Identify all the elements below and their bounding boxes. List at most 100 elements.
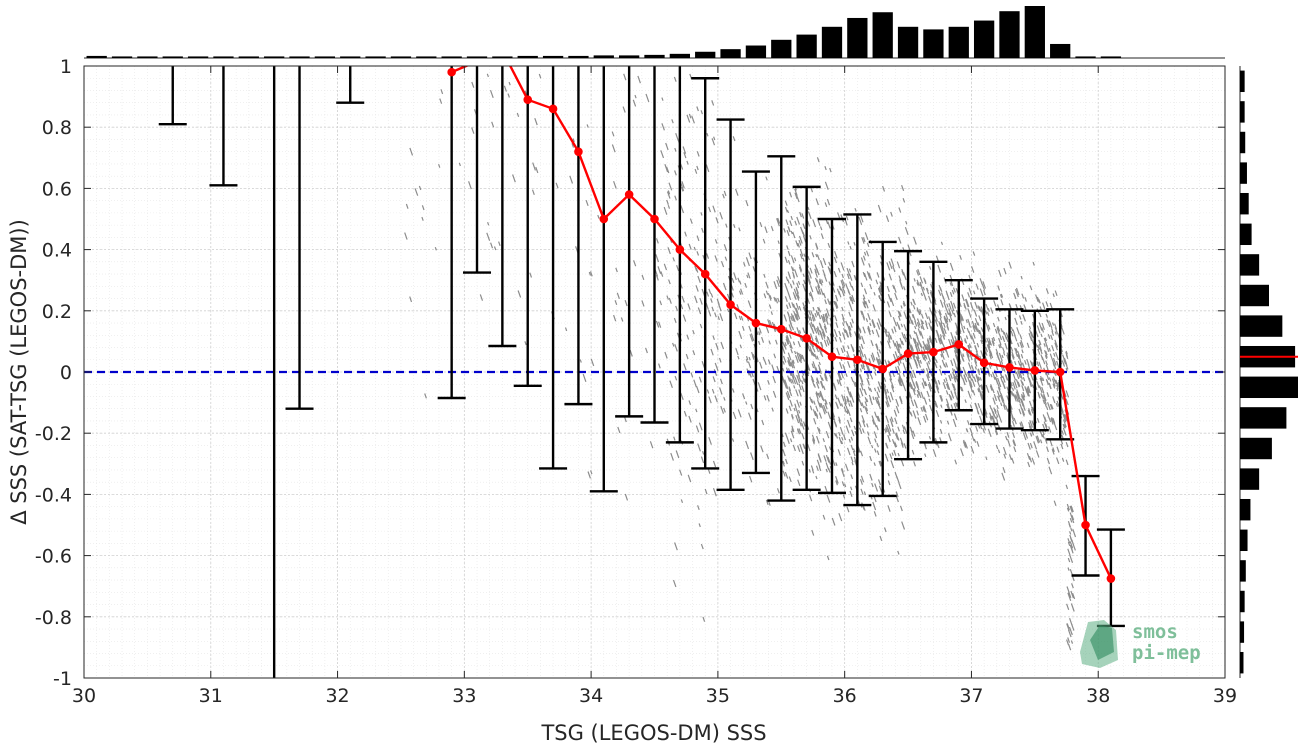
x-tick-label: 32	[325, 685, 349, 707]
top-hist-bar	[314, 56, 336, 58]
binned-median-series	[447, 66, 1116, 583]
main-plot: 30 31 32 33 34 35 36 37 38 39 -1 -0.8 -0.6 -0.4 -0.2 0…	[35, 56, 1237, 707]
error-bar	[615, 66, 644, 418]
x-tick-label: 38	[1086, 685, 1110, 707]
median-point	[979, 358, 989, 368]
top-hist-bar	[416, 56, 437, 58]
median-point	[1030, 366, 1040, 375]
top-hist-bar	[1100, 56, 1122, 58]
median-point	[700, 269, 710, 279]
top-hist-bar	[162, 56, 183, 58]
x-tick-label: 37	[959, 685, 983, 707]
top-hist-bar	[365, 56, 386, 58]
right-hist-bar	[1240, 70, 1245, 93]
median-point	[599, 214, 609, 224]
median-point	[726, 300, 735, 309]
median-point	[751, 318, 761, 328]
top-hist-bar	[86, 55, 107, 58]
right-histogram	[1239, 66, 1298, 678]
x-tick-label: 35	[706, 685, 730, 707]
top-hist-bar	[1050, 43, 1071, 58]
top-hist-bar	[542, 55, 564, 58]
right-hist-bar	[1240, 498, 1251, 521]
top-hist-bar	[340, 56, 361, 58]
y-tick-label: -0.2	[35, 423, 72, 445]
error-bar	[488, 66, 517, 348]
top-hist-bar	[644, 54, 665, 58]
median-point	[447, 67, 456, 77]
top-hist-bar	[492, 56, 513, 58]
median-point	[853, 355, 862, 365]
right-hist-bar	[1240, 192, 1249, 215]
top-hist-bar	[1075, 56, 1096, 58]
y-axis-label: Δ SSS (SAT-TSG (LEGOS-DM))	[7, 219, 31, 525]
y-tick-label: -0.8	[35, 607, 72, 629]
logo-line1: smos	[1132, 621, 1178, 643]
error-bar	[285, 66, 314, 410]
right-hist-bar	[1240, 468, 1260, 490]
x-tick-label: 31	[199, 685, 223, 707]
right-hist-bar	[1240, 621, 1245, 643]
error-bar	[589, 66, 618, 493]
x-tick-label: 30	[72, 685, 96, 707]
right-hist-bar	[1240, 407, 1287, 429]
y-tick-label: -0.4	[35, 484, 72, 506]
right-hist-bar	[1240, 376, 1298, 399]
x-axis-label: TSG (LEGOS-DM) SSS	[540, 721, 766, 745]
top-hist-bar	[897, 26, 919, 58]
top-hist-bar	[796, 34, 817, 58]
right-hist-bar	[1240, 284, 1269, 307]
median-point	[523, 95, 533, 104]
right-hist-bar	[1240, 162, 1247, 184]
right-hist-bar	[1240, 254, 1260, 276]
top-hist-bar	[948, 26, 969, 58]
median-point	[675, 245, 685, 254]
y-tick-label: 0	[60, 362, 72, 384]
logo-line2: pi-mep	[1132, 642, 1201, 664]
median-point	[776, 324, 786, 334]
top-hist-bar	[669, 53, 690, 58]
y-tick-label: 0.4	[42, 240, 72, 262]
y-tick-label: -1	[53, 668, 72, 690]
y-tick-label: -0.6	[35, 546, 72, 568]
top-hist-bar	[872, 12, 893, 59]
median-point	[1106, 574, 1116, 583]
top-hist-bar	[137, 56, 158, 58]
median-point	[827, 352, 837, 362]
top-hist-bar	[517, 55, 538, 58]
median-point	[878, 364, 888, 374]
error-bar	[640, 66, 669, 424]
median-point	[929, 347, 938, 357]
top-hist-bar	[111, 56, 133, 58]
right-hist-bar	[1240, 437, 1272, 460]
median-point	[1005, 363, 1014, 372]
error-bar	[209, 66, 238, 187]
top-hist-bar	[720, 49, 741, 58]
top-hist-bar	[695, 51, 716, 58]
right-hist-bar	[1240, 560, 1246, 582]
top-hist-bar	[466, 56, 488, 58]
top-hist-bar	[238, 56, 259, 58]
top-hist-bar	[289, 56, 310, 58]
top-hist-bar	[821, 26, 843, 58]
right-hist-bar	[1240, 529, 1248, 552]
top-hist-bar	[1024, 6, 1045, 58]
error-bar	[665, 66, 694, 444]
top-hist-bar	[923, 29, 944, 58]
error-bar	[463, 66, 492, 274]
right-hist-bar	[1240, 651, 1244, 674]
top-hist-bar	[187, 56, 209, 58]
error-bar	[336, 66, 365, 104]
error-bar	[437, 66, 466, 400]
y-tick-label: 0.2	[42, 301, 72, 323]
median-point	[954, 340, 964, 349]
median-point	[802, 334, 811, 343]
median-point	[1055, 367, 1065, 377]
error-bar	[539, 66, 568, 470]
x-axis-ticks: 30 31 32 33 34 35 36 37 38 39	[72, 66, 1237, 707]
right-hist-bar	[1240, 590, 1245, 613]
right-hist-bar	[1240, 101, 1245, 123]
median-point	[548, 104, 558, 114]
y-tick-label: 0.6	[42, 178, 72, 200]
